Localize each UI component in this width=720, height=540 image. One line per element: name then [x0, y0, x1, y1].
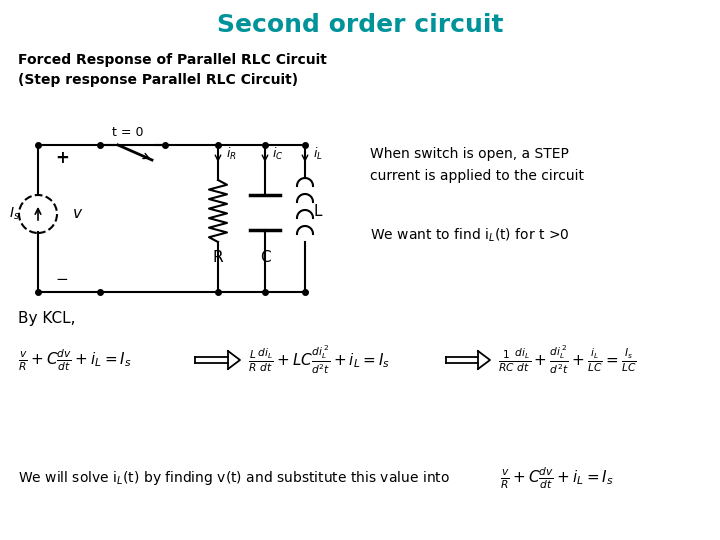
Text: When switch is open, a STEP
current is applied to the circuit: When switch is open, a STEP current is a…: [370, 147, 584, 183]
Text: $\frac{v}{R}+C\frac{dv}{dt}+i_L=I_s$: $\frac{v}{R}+C\frac{dv}{dt}+i_L=I_s$: [500, 465, 613, 491]
Text: $\frac{1}{RC}\frac{di_L}{dt}+\frac{di_L^{\,2}}{d^2t}+\frac{i_L}{LC}=\frac{I_s}{L: $\frac{1}{RC}\frac{di_L}{dt}+\frac{di_L^…: [498, 344, 636, 376]
Text: t = 0: t = 0: [112, 125, 144, 138]
Text: $i_L$: $i_L$: [313, 146, 323, 162]
Text: We will solve i$_L$(t) by finding v(t) and substitute this value into: We will solve i$_L$(t) by finding v(t) a…: [18, 469, 450, 487]
Text: L: L: [314, 205, 323, 219]
Text: $-$: $-$: [55, 271, 68, 286]
Text: $I_s$: $I_s$: [9, 206, 19, 222]
Text: $i_C$: $i_C$: [272, 146, 284, 162]
Text: By KCL,: By KCL,: [18, 310, 76, 326]
Text: $i_R$: $i_R$: [226, 146, 237, 162]
Text: $\frac{v}{R}+C\frac{dv}{dt}+i_L=I_s$: $\frac{v}{R}+C\frac{dv}{dt}+i_L=I_s$: [18, 347, 132, 373]
Text: +: +: [55, 149, 69, 167]
Text: We want to find i$_L$(t) for t >0: We want to find i$_L$(t) for t >0: [370, 226, 570, 244]
Text: Second order circuit: Second order circuit: [217, 13, 503, 37]
Text: R: R: [212, 251, 223, 266]
Text: C: C: [260, 251, 270, 266]
Text: $\frac{L}{R}\frac{di_L}{dt}+LC\frac{di_L^{\,2}}{d^2t}+i_L=I_s$: $\frac{L}{R}\frac{di_L}{dt}+LC\frac{di_L…: [248, 344, 390, 376]
Text: v: v: [73, 206, 81, 221]
Text: Forced Response of Parallel RLC Circuit
(Step response Parallel RLC Circuit): Forced Response of Parallel RLC Circuit …: [18, 53, 327, 87]
